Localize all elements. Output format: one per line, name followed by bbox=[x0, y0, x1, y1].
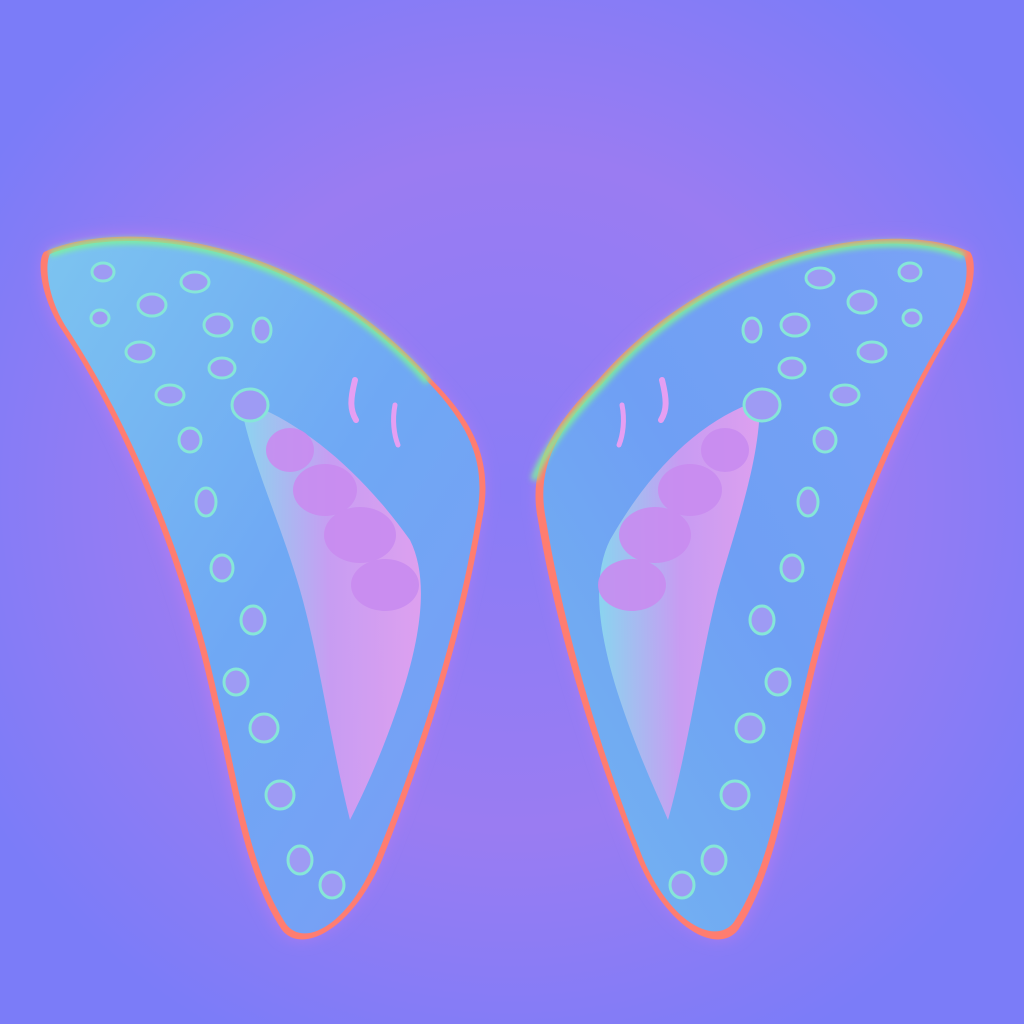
right-wing-vein bbox=[616, 402, 626, 448]
right-spot bbox=[700, 844, 728, 876]
left-spot bbox=[264, 779, 296, 811]
left-spot bbox=[239, 604, 267, 636]
left-spot bbox=[230, 387, 270, 423]
right-band-cell bbox=[658, 464, 722, 516]
right-wing-vein bbox=[658, 377, 669, 423]
left-spot bbox=[222, 667, 250, 697]
left-band-cell bbox=[351, 559, 419, 611]
left-spot bbox=[251, 316, 273, 344]
left-wing-band bbox=[240, 400, 421, 820]
left-wing-vein bbox=[348, 377, 359, 423]
right-spot bbox=[748, 604, 776, 636]
left-band-cell bbox=[324, 507, 396, 563]
right-wing-top-edge bbox=[531, 240, 966, 481]
right-spot bbox=[777, 356, 807, 380]
right-spot bbox=[804, 266, 836, 290]
left-spot bbox=[207, 356, 237, 380]
right-wing bbox=[531, 238, 974, 940]
right-spot bbox=[741, 316, 763, 344]
left-band-cell bbox=[293, 464, 357, 516]
right-spot bbox=[897, 261, 923, 283]
right-spot bbox=[779, 553, 805, 583]
right-spot bbox=[742, 387, 782, 423]
right-spot bbox=[846, 289, 878, 315]
right-spot bbox=[734, 712, 766, 744]
right-spot bbox=[829, 383, 861, 407]
left-spot bbox=[209, 553, 235, 583]
left-spot bbox=[286, 844, 314, 876]
right-band-cell bbox=[619, 507, 691, 563]
right-spot bbox=[719, 779, 751, 811]
left-spot bbox=[89, 308, 111, 328]
right-spot bbox=[796, 486, 820, 518]
left-spot bbox=[124, 340, 156, 364]
right-band-cell bbox=[598, 559, 666, 611]
left-wing-vein bbox=[391, 402, 401, 448]
left-spot bbox=[154, 383, 186, 407]
left-band-cell bbox=[266, 428, 314, 472]
right-spot bbox=[812, 426, 838, 454]
right-wing-band bbox=[599, 400, 760, 820]
right-band-cell bbox=[701, 428, 749, 472]
left-wing-top-edge bbox=[48, 238, 431, 384]
left-spot bbox=[179, 270, 211, 294]
left-spot bbox=[194, 486, 218, 518]
left-spot bbox=[177, 426, 203, 454]
left-spot bbox=[318, 870, 346, 900]
left-spot bbox=[90, 261, 116, 283]
right-spot bbox=[779, 312, 811, 338]
right-spot bbox=[901, 308, 923, 328]
right-spot bbox=[668, 870, 696, 900]
right-spot bbox=[856, 340, 888, 364]
left-spot bbox=[248, 712, 280, 744]
left-wing bbox=[40, 233, 486, 940]
left-spot bbox=[136, 292, 168, 318]
left-spot bbox=[202, 312, 234, 338]
right-spot bbox=[764, 667, 792, 697]
